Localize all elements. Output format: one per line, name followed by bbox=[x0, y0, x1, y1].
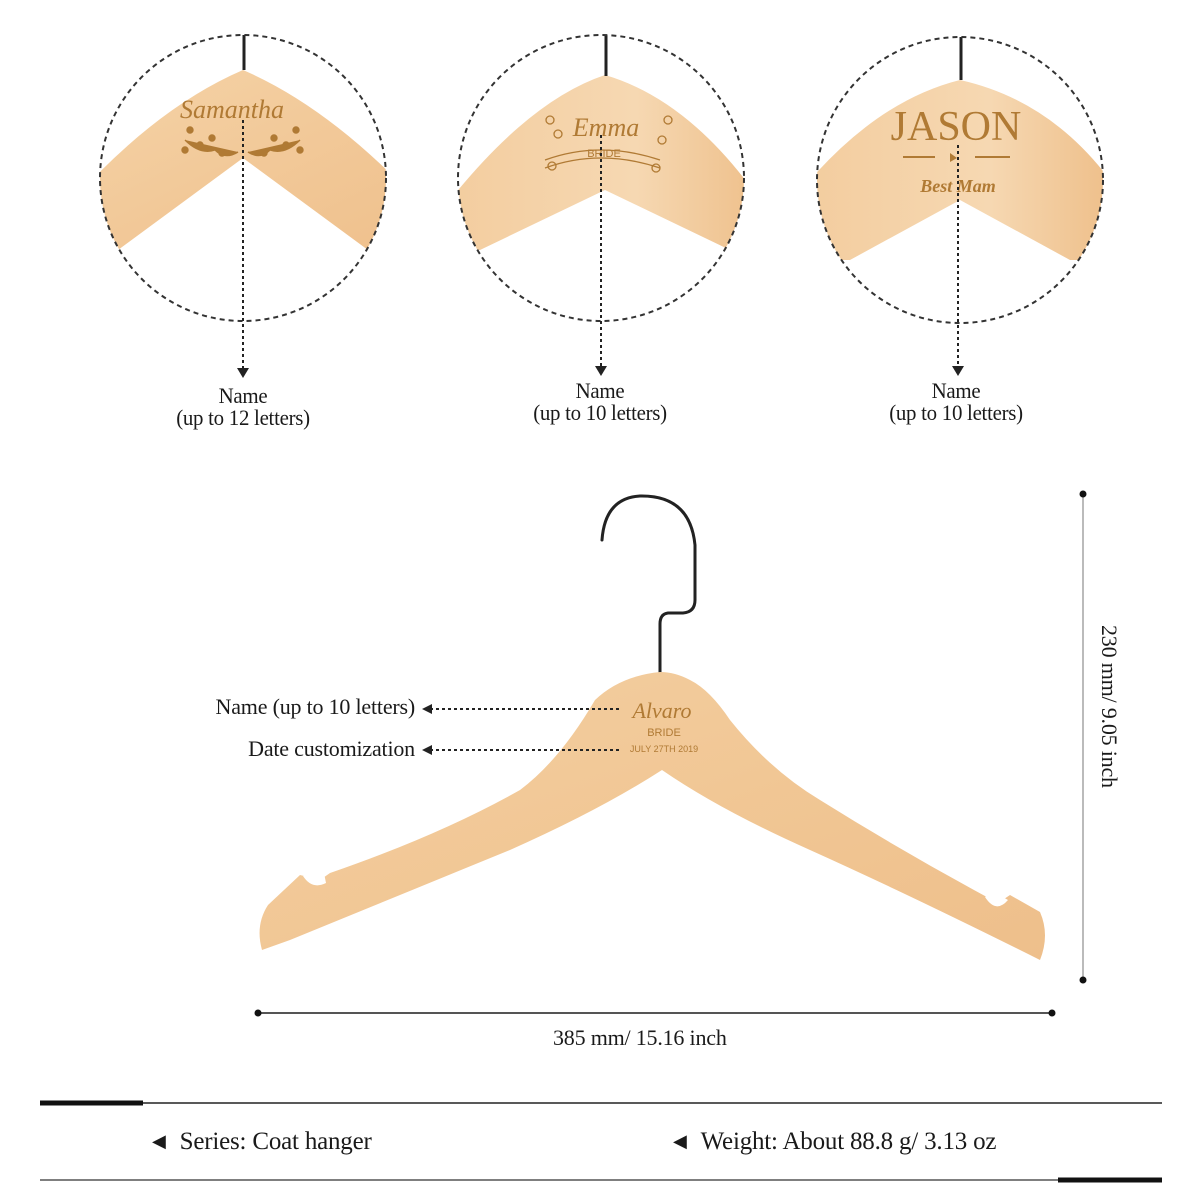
caption-example-1: Name (up to 12 letters) bbox=[148, 385, 338, 429]
arrow-left-icon: ◀ bbox=[152, 1131, 166, 1151]
height-dim-endpoint-top bbox=[1079, 490, 1087, 498]
callout-date-arrowhead bbox=[422, 745, 432, 755]
width-dim-endpoint-left bbox=[254, 1009, 262, 1017]
callout-name-label: Name (up to 10 letters) bbox=[215, 694, 416, 719]
callout-date-label: Date customization bbox=[248, 736, 415, 761]
engraving-name-jason: JASON bbox=[891, 104, 1022, 150]
example-3: JASON Best Mam bbox=[816, 36, 1104, 376]
width-dim-endpoint-right bbox=[1048, 1009, 1056, 1017]
engraving-sub-best-mam: Best Mam bbox=[919, 176, 996, 196]
hanger-wood-closeup bbox=[458, 75, 744, 250]
hanger-wood-body bbox=[259, 672, 1045, 960]
zoom-circle bbox=[99, 34, 387, 322]
caption-example-2: Name (up to 10 letters) bbox=[505, 380, 695, 424]
banner-hearts-engraving bbox=[544, 115, 673, 173]
width-dimension-label: 385 mm/ 15.16 inch bbox=[553, 1025, 727, 1050]
hanger-wood-closeup bbox=[100, 70, 386, 250]
example-2: Emma BRIDE bbox=[457, 34, 745, 376]
spec-weight-text: Weight: About 88.8 g/ 3.13 oz bbox=[700, 1128, 997, 1155]
hook-icon bbox=[600, 494, 697, 674]
main-engraving-sub: BRIDE bbox=[647, 727, 681, 739]
caption-example-3: Name (up to 10 letters) bbox=[861, 380, 1051, 424]
main-engraving-name: Alvaro bbox=[630, 698, 691, 723]
caption-line-2: (up to 10 letters) bbox=[889, 400, 1023, 425]
right-notch bbox=[985, 893, 1008, 907]
pointer-arrowhead bbox=[952, 366, 964, 376]
engraving-name-samantha: Samantha bbox=[180, 95, 284, 124]
main-engraving-date: JULY 27TH 2019 bbox=[630, 744, 698, 754]
height-dimension-label: 230 mm/ 9.05 inch bbox=[1097, 625, 1122, 788]
caption-line-2: (up to 12 letters) bbox=[176, 405, 310, 430]
engraving-name-emma: Emma bbox=[572, 113, 639, 142]
floral-wreath-engraving bbox=[181, 126, 304, 157]
main-hanger-illustration: Alvaro BRIDE JULY 27TH 2019 bbox=[254, 490, 1087, 1017]
callout-name-arrowhead bbox=[422, 704, 432, 714]
spec-series: ◀ Series: Coat hanger bbox=[152, 1128, 372, 1156]
example-1: Samantha bbox=[99, 34, 387, 378]
arrow-left-icon: ◀ bbox=[673, 1131, 687, 1151]
engraving-sub-bride: BRIDE bbox=[587, 148, 621, 160]
caption-line-2: (up to 10 letters) bbox=[533, 400, 667, 425]
spec-series-text: Series: Coat hanger bbox=[179, 1128, 372, 1155]
hanger-wood-closeup bbox=[817, 80, 1103, 260]
zoom-circle bbox=[457, 34, 745, 322]
examples-illustration: Samantha Emma BRIDE JASON bbox=[99, 34, 1104, 378]
height-dim-endpoint-bottom bbox=[1079, 976, 1087, 984]
left-notch bbox=[303, 873, 326, 886]
caption-line-1: Name bbox=[575, 378, 625, 403]
pointer-arrowhead bbox=[595, 366, 607, 376]
spec-weight: ◀ Weight: About 88.8 g/ 3.13 oz bbox=[673, 1128, 996, 1156]
divider-ornament bbox=[903, 153, 1010, 162]
caption-line-1: Name bbox=[931, 378, 981, 403]
pointer-arrowhead bbox=[237, 368, 249, 378]
caption-line-1: Name bbox=[218, 383, 268, 408]
zoom-circle bbox=[816, 36, 1104, 324]
